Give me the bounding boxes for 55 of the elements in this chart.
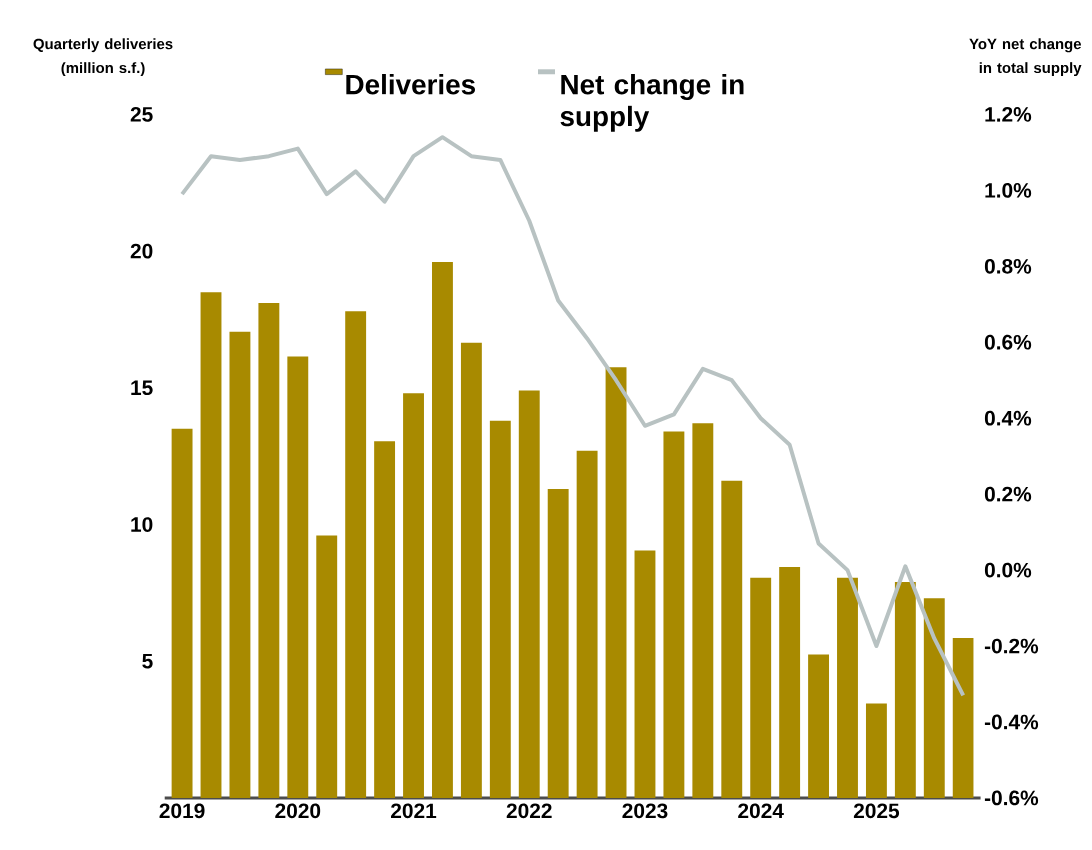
- x-tick-label: 2025: [853, 803, 900, 819]
- bar: [489, 420, 511, 799]
- y2-tick-label: 0.6%: [984, 335, 1032, 350]
- x-tick-label: 2023: [622, 803, 668, 819]
- y-tick-label: 5: [142, 654, 153, 669]
- y2-tick-label: -0.6%: [984, 790, 1039, 806]
- bar: [200, 292, 222, 799]
- bar: [287, 356, 309, 799]
- y2-tick-label: 0.2%: [984, 486, 1032, 502]
- bar: [923, 598, 945, 799]
- y2-tick-label: 0.0%: [984, 562, 1032, 578]
- y2-tick-label: -0.2%: [984, 638, 1039, 654]
- legend-label: Deliveries: [346, 74, 475, 95]
- bar: [865, 703, 887, 799]
- bar: [952, 638, 974, 799]
- bar: [345, 311, 367, 799]
- y2-tick-label: 1.2%: [985, 107, 1032, 122]
- bar: [837, 578, 858, 799]
- bar: [576, 450, 598, 799]
- x-tick-label: 2021: [391, 803, 437, 819]
- x-tick-label: 2022: [506, 803, 552, 819]
- y2-tick-label: 1.0%: [985, 183, 1032, 198]
- x-tick-label: 2019: [159, 803, 205, 819]
- bar: [750, 578, 772, 799]
- y2-tick-label: 0.8%: [984, 259, 1032, 274]
- y2-tick-label: -0.4%: [984, 714, 1039, 730]
- bar: [316, 535, 338, 799]
- bar: [663, 431, 685, 799]
- y-axis-title: Quarterly deliveries (million s.f.): [33, 38, 173, 77]
- y2-tick-label: 0.4%: [984, 410, 1032, 426]
- bar: [229, 331, 251, 799]
- bar: [460, 342, 482, 799]
- legend-label: Net change in supply: [560, 74, 744, 132]
- bar: [808, 654, 830, 799]
- y2-axis-title: YoY net change in total supply: [969, 38, 1082, 77]
- x-tick-label: 2024: [738, 803, 784, 819]
- bar: [547, 489, 569, 799]
- y-tick-label: 10: [131, 517, 153, 533]
- y-tick-label: 20: [130, 243, 153, 259]
- line-series: [180, 135, 966, 698]
- x-tick-label: 2020: [275, 803, 321, 819]
- bar: [634, 550, 656, 799]
- bar: [432, 262, 453, 799]
- bar: [403, 393, 424, 799]
- y-tick-label: 25: [130, 107, 153, 122]
- bar: [171, 428, 193, 799]
- bar: [605, 367, 627, 799]
- bar: [779, 567, 801, 799]
- bar: [894, 582, 916, 799]
- bar: [721, 480, 743, 799]
- y-tick-label: 15: [131, 380, 153, 396]
- bar: [692, 423, 714, 799]
- bar: [518, 390, 540, 799]
- bar: [374, 441, 396, 799]
- bar: [258, 303, 280, 799]
